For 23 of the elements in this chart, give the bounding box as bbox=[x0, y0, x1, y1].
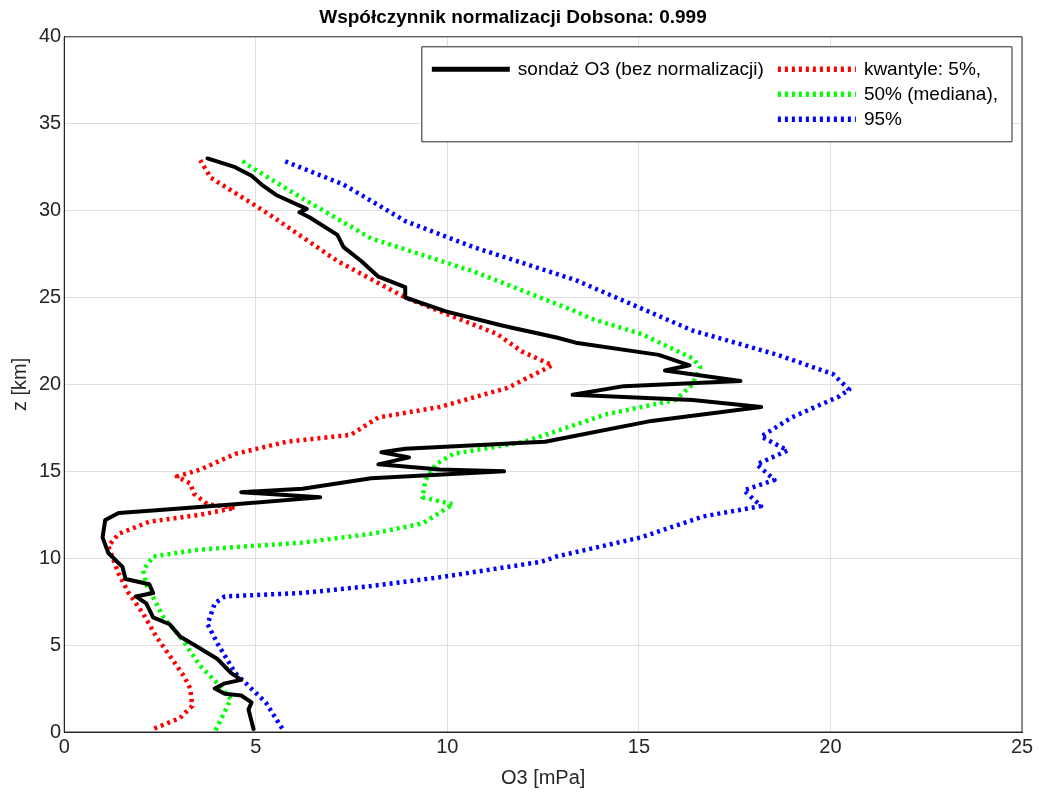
y-tick-label: 15 bbox=[39, 458, 62, 481]
x-tick-label: 15 bbox=[627, 734, 651, 757]
x-axis-title: O3 [mPa] bbox=[500, 765, 586, 788]
legend-label: 50% (mediana), bbox=[863, 82, 998, 104]
x-tick-label: 20 bbox=[819, 734, 842, 757]
y-tick-label: 10 bbox=[39, 545, 62, 568]
y-tick-label: 5 bbox=[50, 632, 62, 655]
y-axis-title: z [km] bbox=[7, 357, 30, 412]
y-tick-label: 25 bbox=[39, 285, 62, 308]
x-tick-label: 25 bbox=[1010, 734, 1034, 757]
chart-title: Współczynnik normalizacji Dobsona: 0.999 bbox=[319, 5, 707, 27]
y-tick-label: 40 bbox=[39, 24, 62, 47]
line-series bbox=[205, 157, 852, 731]
legend-label: 95% bbox=[863, 107, 903, 129]
y-tick-label: 35 bbox=[39, 111, 62, 134]
x-tick-label: 5 bbox=[250, 734, 262, 757]
line-series bbox=[140, 156, 703, 732]
x-tick-label: 10 bbox=[436, 734, 459, 757]
y-tick-label: 30 bbox=[39, 198, 62, 221]
legend-label: kwantyle: 5%, bbox=[863, 57, 982, 79]
line-series bbox=[106, 157, 555, 731]
legend-label: sondaż O3 (bez normalizacji) bbox=[517, 57, 764, 79]
y-tick-label: 20 bbox=[39, 371, 62, 394]
